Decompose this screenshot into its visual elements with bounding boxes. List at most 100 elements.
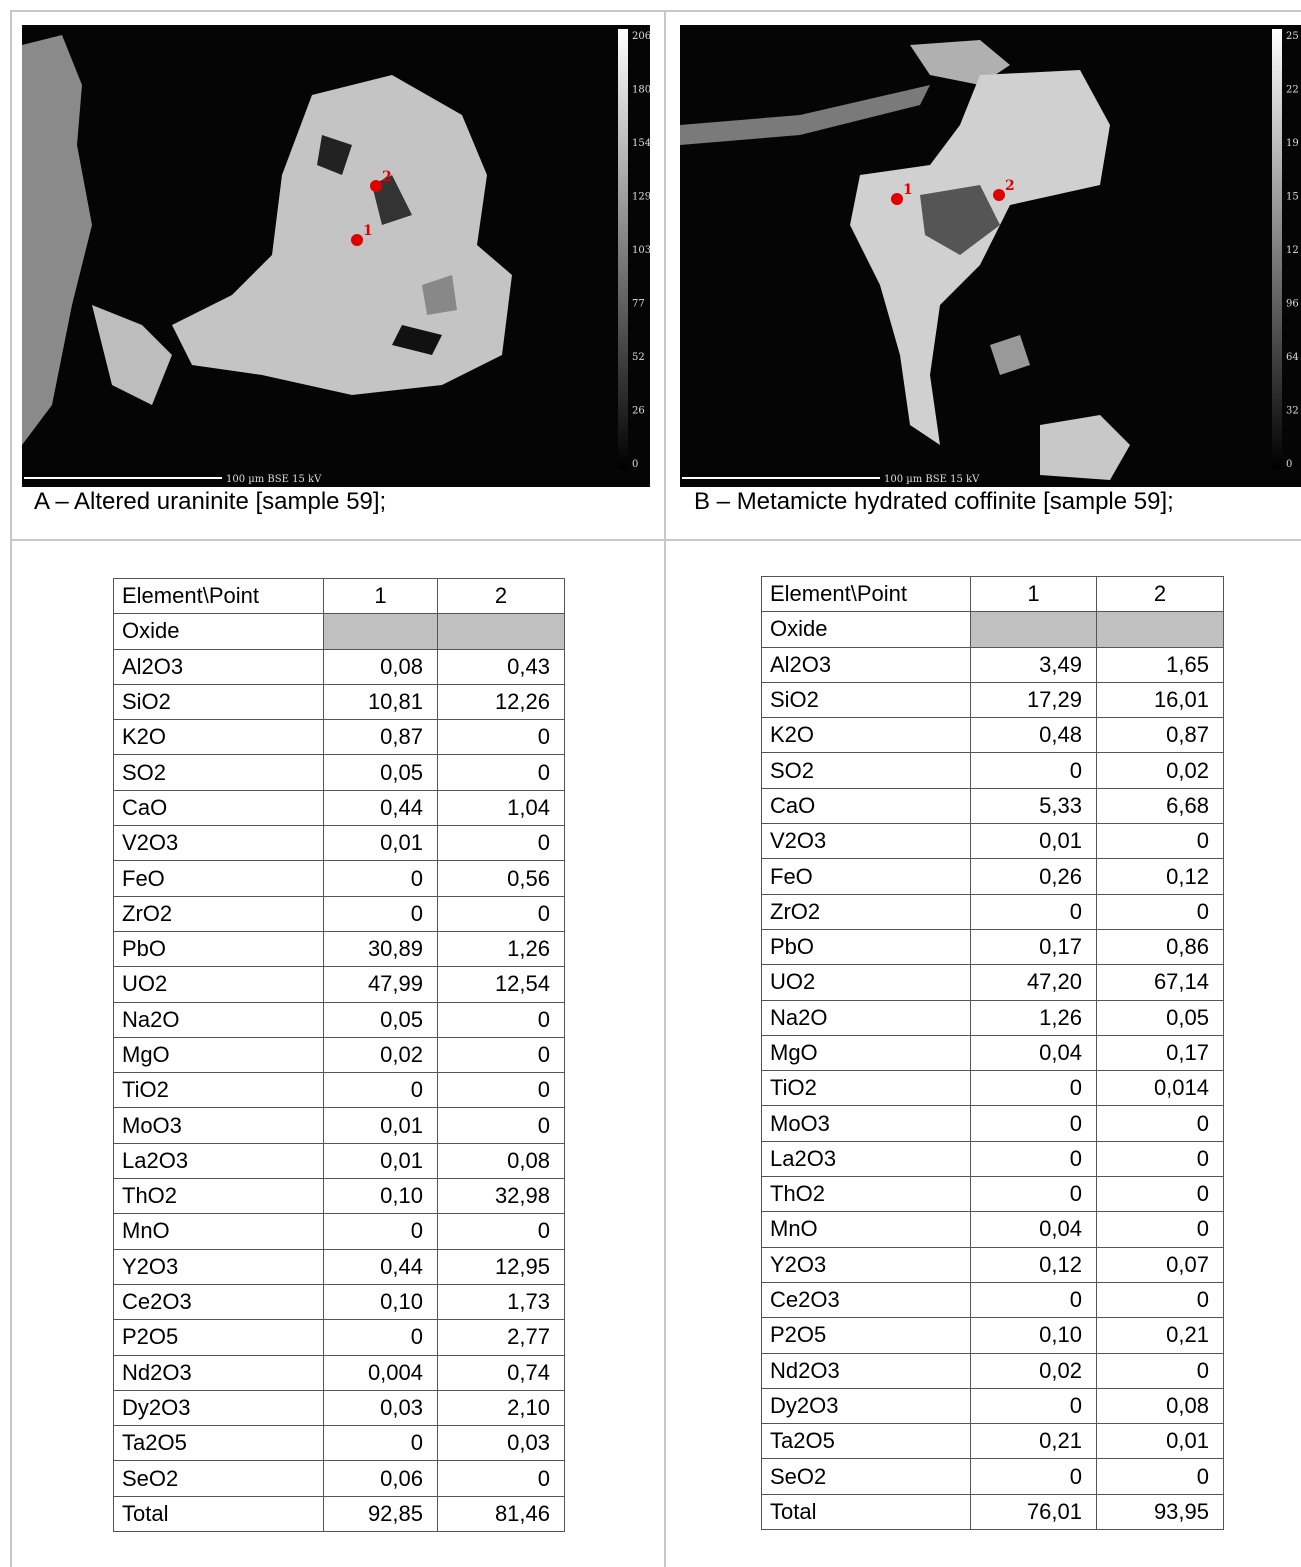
table-row: Element\Point 1 2 [761, 575, 1224, 613]
table-row: UO2 47,99 12,54 [113, 966, 565, 1003]
scale-tick-label: 129 [632, 192, 650, 203]
table-cell: 0,05 [323, 754, 438, 791]
table-cell: MnO [113, 1213, 324, 1250]
table-cell: 0,08 [437, 1142, 565, 1180]
table-cell: 0,10 [323, 1178, 438, 1215]
table-cell: 0 [323, 1319, 438, 1356]
table-cell: 0 [437, 719, 565, 756]
table-cell: 0,74 [437, 1354, 565, 1391]
table-cell: 3,49 [970, 646, 1097, 683]
table-cell: 0,07 [1096, 1246, 1224, 1283]
table-cell: Y2O3 [761, 1246, 971, 1283]
table-cell: 0,44 [323, 1248, 438, 1285]
scale-tick-label: 154 [632, 138, 650, 149]
table-cell: Element\Point [113, 577, 324, 615]
table-cell: 0 [437, 895, 565, 932]
table-row: Ce2O3 0,10 1,73 [113, 1283, 565, 1321]
table-cell: 0 [1096, 893, 1224, 930]
table-cell: 12,54 [437, 966, 565, 1003]
table-row: TiO2 0 0 [113, 1072, 565, 1109]
table-cell: 0,03 [323, 1389, 438, 1427]
table-cell: K2O [113, 719, 324, 756]
table-cell: FeO [761, 858, 971, 895]
table-cell: 0 [323, 1425, 438, 1462]
oxide-table: Element\Point 1 2 Oxide Al2O3 3,49 1,65 SiO2 17,… [761, 575, 1224, 1531]
scale-tick-label: 0 [1286, 459, 1292, 470]
table-cell: 0,12 [1096, 858, 1224, 895]
table-cell: 93,95 [1096, 1493, 1224, 1531]
table-cell: SO2 [113, 754, 324, 791]
table-cell: Ta2O5 [113, 1425, 324, 1462]
scale-tick-label: 180 [632, 85, 650, 96]
table-cell: TiO2 [113, 1072, 324, 1109]
table-cell: 0,01 [1096, 1423, 1224, 1460]
table-row: Y2O3 0,12 0,07 [761, 1246, 1224, 1283]
table-row: P2O5 0,10 0,21 [761, 1317, 1224, 1354]
table-row: ThO2 0 0 [761, 1176, 1224, 1213]
table-cell: Ce2O3 [761, 1281, 971, 1319]
table-row: SiO2 10,81 12,26 [113, 683, 565, 721]
table-cell: Oxide [761, 611, 971, 648]
table-cell: 0,03 [437, 1425, 565, 1462]
table-cell: 0 [1096, 1140, 1224, 1178]
frame-line [10, 539, 1301, 541]
table-row: Ce2O3 0 0 [761, 1281, 1224, 1319]
table-cell: 0,02 [323, 1036, 438, 1074]
frame-line [10, 10, 12, 1567]
table-cell: Dy2O3 [761, 1387, 971, 1425]
table-row: FeO 0 0,56 [113, 860, 565, 897]
table-cell: V2O3 [761, 823, 971, 860]
table-row: ThO2 0,10 32,98 [113, 1178, 565, 1215]
table-cell: Total [113, 1495, 324, 1533]
table-row: La2O3 0 0 [761, 1140, 1224, 1178]
table-cell: 1,26 [970, 999, 1097, 1036]
table-cell: 0,10 [970, 1317, 1097, 1354]
table-cell: ThO2 [761, 1176, 971, 1213]
table-cell: Na2O [113, 1001, 324, 1038]
table-row: ZrO2 0 0 [761, 893, 1224, 930]
frame-line [10, 10, 1301, 12]
table-row: MgO 0,04 0,17 [761, 1034, 1224, 1072]
table-row: V2O3 0,01 0 [761, 823, 1224, 860]
table-cell: V2O3 [113, 825, 324, 862]
table-cell: 0,004 [323, 1354, 438, 1391]
table-cell: 0 [970, 893, 1097, 930]
table-cell: 6,68 [1096, 787, 1224, 825]
table-row: K2O 0,48 0,87 [761, 717, 1224, 754]
table-row: SeO2 0,06 0 [113, 1460, 565, 1497]
table-cell: 0 [970, 1105, 1097, 1142]
table-cell: 0,08 [323, 648, 438, 685]
table-cell: 67,14 [1096, 964, 1224, 1001]
table-cell: 0 [437, 1001, 565, 1038]
table-row: PbO 30,89 1,26 [113, 930, 565, 968]
table-cell: 12,95 [437, 1248, 565, 1285]
table-cell: 0,48 [970, 717, 1097, 754]
table-cell: Ta2O5 [761, 1423, 971, 1460]
table-row: Oxide [761, 611, 1224, 648]
table-row: Al2O3 0,08 0,43 [113, 648, 565, 685]
table-cell: 0,12 [970, 1246, 1097, 1283]
table-cell: 0 [970, 1458, 1097, 1495]
table-row: SO2 0 0,02 [761, 752, 1224, 789]
table-cell: 1 [323, 577, 438, 615]
table-row: SO2 0,05 0 [113, 754, 565, 791]
table-cell: ZrO2 [113, 895, 324, 932]
table-cell: 0,05 [323, 1001, 438, 1038]
table-cell: 0,01 [323, 825, 438, 862]
table-row: Y2O3 0,44 12,95 [113, 1248, 565, 1285]
table-cell: UO2 [113, 966, 324, 1003]
caption: B – Metamicte hydrated coffinite [sample… [694, 488, 1174, 515]
table-row: MoO3 0 0 [761, 1105, 1224, 1142]
frame-line [664, 10, 666, 1567]
table-cell: 0,43 [437, 648, 565, 685]
scale-tick-label: 103 [632, 245, 650, 256]
table-cell: Element\Point [761, 575, 971, 613]
table-row: Nd2O3 0,02 0 [761, 1352, 1224, 1389]
sem-image-svg: 206 180 154 129 103 77 52 26 0 100 µm BSE 15 kV 1 2 [22, 25, 650, 487]
table-cell: 0,02 [1096, 752, 1224, 789]
scale-tick-label: 0 [632, 459, 638, 470]
table-cell: La2O3 [761, 1140, 971, 1178]
table-cell: MoO3 [761, 1105, 971, 1142]
table-cell: 0,01 [323, 1107, 438, 1144]
table-cell: 0 [1096, 1352, 1224, 1389]
